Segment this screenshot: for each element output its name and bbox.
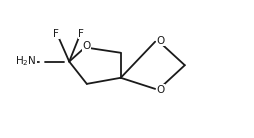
Text: O: O — [156, 36, 165, 46]
Text: O: O — [83, 41, 91, 51]
Text: H$_2$N: H$_2$N — [15, 55, 37, 68]
Text: F: F — [53, 29, 59, 39]
Text: O: O — [156, 85, 165, 95]
Text: F: F — [78, 29, 84, 39]
